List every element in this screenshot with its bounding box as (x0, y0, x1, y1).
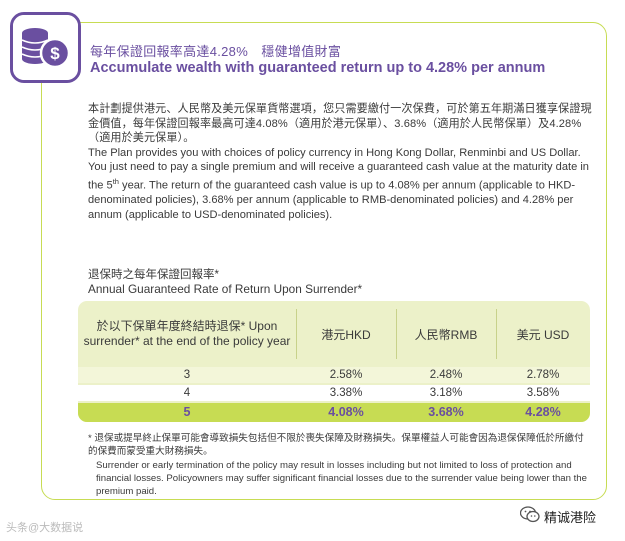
cell-rmb: 3.18% (429, 387, 463, 399)
column-divider (296, 309, 297, 359)
content-frame (41, 22, 607, 500)
cell-rmb: 2.48% (429, 369, 463, 381)
cell-usd: 2.78% (526, 369, 560, 381)
column-divider (396, 309, 397, 359)
table-row: 4 3.38% 3.18% 3.58% (78, 385, 590, 401)
watermark-right: 精诚港险 (519, 506, 597, 526)
header-usd: 美元 USD (516, 327, 570, 342)
column-divider (496, 309, 497, 359)
footnote-chinese: * 退保或提早終止保單可能會導致損失包括但不限於喪失保障及財務損失。保單權益人可… (88, 433, 584, 457)
footnote-english: Surrender or early termination of the po… (96, 460, 587, 497)
title-english: Accumulate wealth with guaranteed return… (90, 60, 546, 76)
header-policy-year: 於以下保單年度終結時退保* Upon surrender* at the end… (83, 319, 291, 348)
watermark-right-text: 精诚港险 (544, 509, 597, 525)
body-paragraph-english: The Plan provides you with choices of po… (88, 146, 593, 223)
cell-hkd: 2.58% (329, 369, 363, 381)
table-row-highlight: 5 4.08% 3.68% 4.28% (78, 403, 590, 422)
body-text: 本計劃提供港元、人民幣及美元保單貨幣選項，您只需要繳付一次保費，可於第五年期滿日… (88, 102, 593, 222)
section-title-english: Annual Guaranteed Rate of Return Upon Su… (88, 282, 363, 296)
body-paragraph-english-part2: year. The return of the guaranteed cash … (88, 179, 576, 221)
watermark-left: 头条@大数据说 (6, 522, 84, 534)
cell-year: 3 (183, 369, 191, 381)
cell-rmb: 3.68% (428, 405, 464, 419)
cell-usd: 3.58% (526, 387, 560, 399)
wechat-icon (519, 506, 540, 526)
title-chinese: 每年保證回報率高達4.28% 穩健增值財富 (90, 44, 342, 59)
cell-hkd: 4.08% (328, 405, 364, 419)
cell-year: 4 (183, 387, 191, 399)
section-title-chinese: 退保時之每年保證回報率* (88, 269, 219, 281)
body-paragraph-chinese: 本計劃提供港元、人民幣及美元保單貨幣選項，您只需要繳付一次保費，可於第五年期滿日… (88, 103, 592, 145)
cell-usd: 4.28% (525, 405, 561, 419)
header-rmb: 人民幣RMB (414, 327, 478, 342)
cell-year: 5 (183, 405, 191, 419)
superscript-th: th (112, 176, 119, 186)
cell-hkd: 3.38% (329, 387, 363, 399)
body-paragraph-english-part1: The Plan provides you with choices of po… (88, 146, 589, 192)
guaranteed-return-table: 於以下保單年度終結時退保* Upon surrender* at the end… (78, 301, 590, 422)
coin-stack-dollar-icon: $ (10, 12, 81, 83)
svg-text:$: $ (50, 44, 60, 63)
header-hkd: 港元HKD (321, 327, 371, 342)
table-row: 3 2.58% 2.48% 2.78% (78, 367, 590, 383)
